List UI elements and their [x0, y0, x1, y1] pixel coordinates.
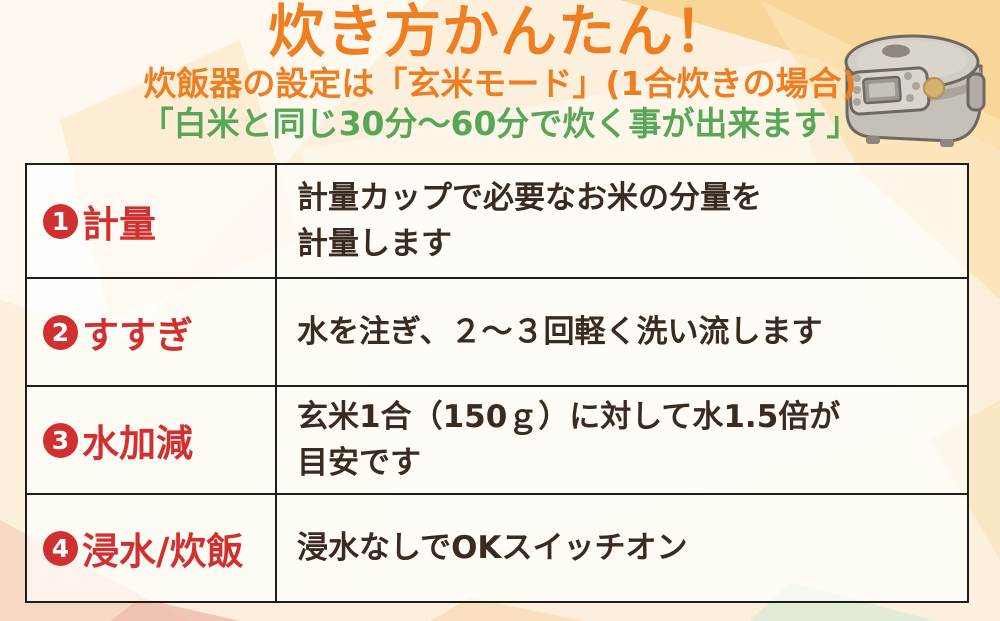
step-label-water: 3 水加減 [27, 387, 277, 495]
step-label-measure: 1 計量 [27, 165, 277, 279]
cooking-steps-table: 1 計量 計量カップで必要なお米の分量を 計量します 2 すすぎ 水を注ぎ、２〜… [25, 163, 969, 603]
step-label-soak-cook: 4 浸水/炊飯 [27, 495, 277, 601]
step-desc-measure: 計量カップで必要なお米の分量を 計量します [277, 165, 967, 279]
step-desc-soak-cook: 浸水なしでOKスイッチオン [297, 529, 688, 566]
step-label-text: すすぎ [82, 314, 193, 357]
step-label-text: 水加減 [82, 422, 193, 465]
step-number-badge: 3 [43, 422, 78, 458]
page-subtitle: 炊飯器の設定は「玄米モード」(1合炊きの場合) [143, 63, 857, 103]
step-label-text: 計量 [82, 203, 156, 246]
step-label-text: 浸水/炊飯 [82, 530, 244, 573]
header-block: 炊き方かんたん！ 炊飯器の設定は「玄米モード」(1合炊きの場合) 「白米と同じ3… [0, 0, 1000, 144]
step-number-badge: 1 [43, 203, 78, 239]
step-number-badge: 2 [43, 314, 78, 350]
step-number-badge: 4 [43, 530, 78, 566]
step-desc-rinse: 水を注ぎ、２〜３回軽く洗い流します [277, 279, 967, 387]
page-title: 炊き方かんたん！ [268, 0, 732, 65]
step-label-rinse: 2 すすぎ [27, 279, 277, 387]
cooking-time-note: 「白米と同じ30分〜60分で炊く事が出来ます」 [140, 104, 860, 144]
step-desc-water: 玄米1合（150ｇ）に対して水1.5倍が 目安です [277, 387, 967, 495]
rice-cooker-icon [844, 34, 986, 147]
